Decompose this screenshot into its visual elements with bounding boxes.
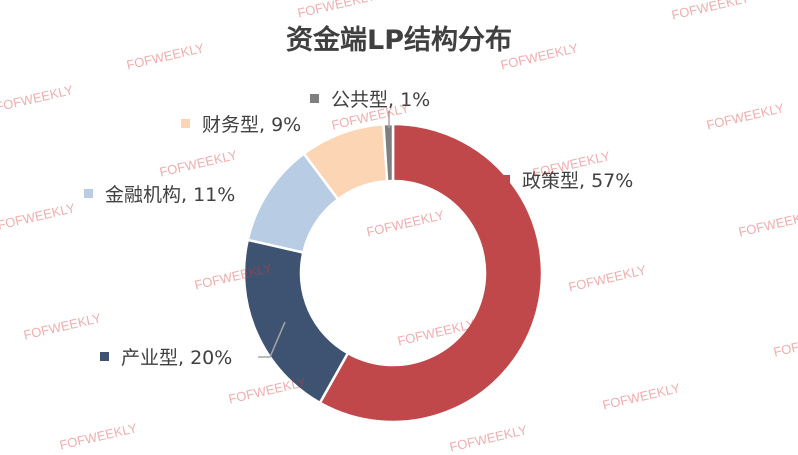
slice-label-2: 金融机构, 11%: [105, 184, 235, 206]
slice-marker-2: [84, 189, 93, 198]
chart-title: 资金端LP结构分布: [286, 25, 512, 56]
slice-4: [382, 122, 395, 183]
slice-label-1: 产业型, 20%: [121, 347, 232, 369]
slice-marker-4: [310, 94, 319, 103]
slice-label-4: 公共型, 1%: [331, 89, 430, 111]
slice-label-3: 财务型, 9%: [202, 114, 301, 136]
slice-label-0: 政策型, 57%: [522, 170, 633, 192]
slice-marker-0: [501, 175, 510, 184]
slice-1: [242, 238, 350, 405]
slice-marker-3: [181, 119, 190, 128]
leader-lines: [258, 111, 390, 358]
slice-0: [318, 122, 544, 424]
slice-labels: 政策型, 57% 产业型, 20% 金融机构, 11% 财务型, 9% 公共型, 1%: [84, 89, 633, 369]
slice-marker-1: [100, 352, 109, 361]
donut-slices: [242, 122, 544, 424]
leader-line-1: [258, 321, 286, 358]
